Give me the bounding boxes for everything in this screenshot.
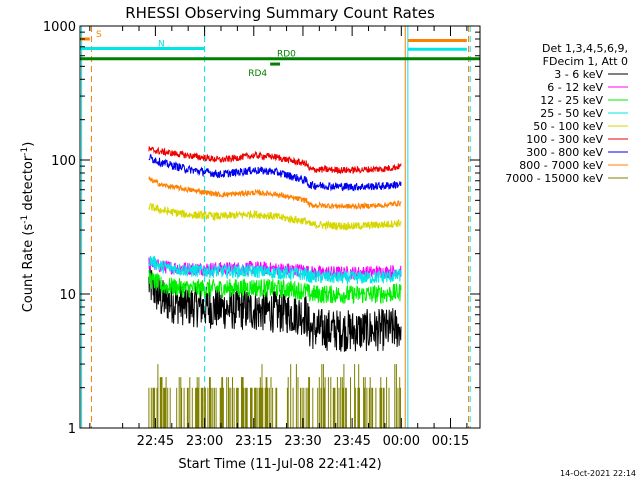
series-line-6 bbox=[148, 154, 402, 192]
y-axis-label-part-4: ) bbox=[21, 142, 36, 147]
y-tick-label-1: 10 bbox=[59, 288, 76, 303]
series-line-0 bbox=[148, 263, 402, 352]
legend-entry-3: 25 - 50 keV bbox=[540, 107, 603, 120]
y-tick-label-2: 100 bbox=[51, 154, 76, 169]
legend-entry-2: 12 - 25 keV bbox=[540, 94, 603, 107]
flag-label-0: S bbox=[96, 30, 102, 40]
y-axis-label-part-3: -1 bbox=[20, 147, 30, 156]
flag-label-2: RD0 bbox=[277, 50, 296, 60]
legend: Det 1,3,4,5,6,9,FDecim 1, Att 03 - 6 keV… bbox=[505, 42, 628, 185]
y-axis-label-text: Count Rate (s-1 detector-1) bbox=[20, 142, 36, 313]
legend-entry-7: 800 - 7000 keV bbox=[519, 159, 603, 172]
y-axis-label: Count Rate (s-1 detector-1) bbox=[20, 142, 36, 313]
timestamp-label: 14-Oct-2021 22:14 bbox=[560, 469, 636, 478]
y-axis-label-part-2: detector bbox=[21, 155, 36, 215]
x-tick-label-2: 23:15 bbox=[235, 434, 272, 449]
flag-label-1: N bbox=[158, 39, 165, 49]
legend-title-line-0: Det 1,3,4,5,6,9, bbox=[542, 42, 628, 55]
series-line-5 bbox=[148, 146, 402, 175]
x-tick-label-0: 22:45 bbox=[137, 434, 174, 449]
series-line-2 bbox=[148, 269, 402, 304]
legend-entry-4: 50 - 100 keV bbox=[533, 120, 603, 133]
y-axis-label-part-0: Count Rate (s bbox=[21, 224, 36, 313]
legend-entry-1: 6 - 12 keV bbox=[547, 81, 603, 94]
plot-frame bbox=[79, 25, 481, 429]
legend-entry-8: 7000 - 15000 keV bbox=[505, 172, 603, 185]
chart-title: RHESSI Observing Summary Count Rates bbox=[125, 4, 435, 22]
series-group bbox=[148, 146, 402, 428]
y-tick-label-0: 1 bbox=[68, 422, 76, 437]
series-line-7 bbox=[148, 175, 402, 211]
flag-label-3: RD4 bbox=[248, 69, 267, 79]
axes: 1 10 100 1000 22:45 23:00 23:15 23:30 23:45 00:00… bbox=[43, 20, 481, 449]
x-tick-label-5: 00:00 bbox=[383, 434, 420, 449]
legend-entry-0: 3 - 6 keV bbox=[554, 68, 603, 81]
x-tick-label-4: 23:45 bbox=[333, 434, 370, 449]
series-line-8 bbox=[148, 364, 401, 428]
x-axis-label: Start Time (11-Jul-08 22:41:42) bbox=[178, 457, 381, 472]
y-tick-label-3: 1000 bbox=[43, 20, 76, 35]
legend-title-line-1: FDecim 1, Att 0 bbox=[543, 55, 628, 68]
vertical-markers bbox=[81, 26, 471, 428]
series-line-4 bbox=[148, 202, 402, 231]
legend-entry-6: 300 - 800 keV bbox=[526, 146, 603, 159]
y-axis-label-part-1: -1 bbox=[20, 215, 30, 224]
x-tick-label-6: 00:15 bbox=[432, 434, 469, 449]
x-tick-label-1: 23:00 bbox=[186, 434, 223, 449]
series-line-3 bbox=[148, 255, 402, 285]
flag-lines: S N RD0 RD4 bbox=[80, 30, 480, 79]
x-tick-label-3: 23:30 bbox=[284, 434, 321, 449]
legend-entry-5: 100 - 300 keV bbox=[526, 133, 603, 146]
